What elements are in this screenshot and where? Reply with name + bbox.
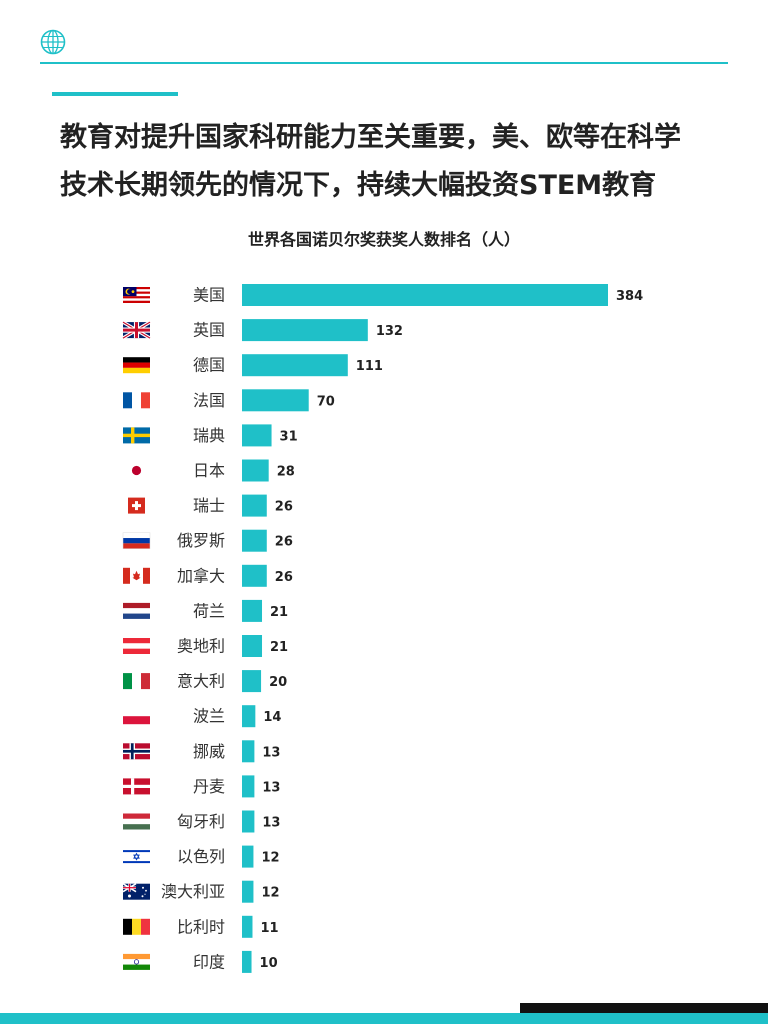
- value-label: 13: [262, 780, 280, 795]
- category-label: 比利时: [177, 917, 225, 936]
- austria-flag-icon: [123, 638, 150, 654]
- value-label: 384: [616, 289, 643, 304]
- value-label: 21: [270, 605, 288, 620]
- header-divider: [40, 62, 728, 64]
- value-label: 13: [262, 816, 280, 831]
- value-label: 70: [317, 394, 335, 409]
- poland-flag-icon: [123, 708, 150, 725]
- value-label: 26: [275, 570, 293, 585]
- value-label: 13: [262, 745, 280, 760]
- category-label: 加拿大: [177, 566, 225, 585]
- france-flag-icon: [123, 392, 150, 409]
- bar: [242, 459, 269, 482]
- bar: [242, 599, 263, 622]
- bar: [242, 564, 267, 587]
- value-label: 28: [277, 465, 295, 480]
- globe-icon: [40, 29, 66, 55]
- israel-flag-icon: [123, 848, 150, 865]
- bar: [242, 354, 348, 377]
- switzerland-flag-icon: [128, 497, 145, 514]
- chart-title: 世界各国诺贝尔奖获奖人数排名（人）: [247, 230, 520, 249]
- belgium-flag-icon: [123, 918, 150, 935]
- nobel-ranking-bar-chart: 美国 384 英国 132 德国 111 法国 70 瑞典 31 日本 28 瑞士 26 俄罗斯 26 加拿大 2…: [122, 284, 643, 973]
- value-label: 20: [269, 675, 287, 690]
- category-label: 法国: [193, 391, 225, 410]
- bar: [242, 810, 255, 833]
- bar: [242, 319, 368, 342]
- netherlands-flag-icon: [123, 602, 150, 619]
- bar: [242, 740, 255, 763]
- value-label: 12: [261, 851, 279, 866]
- value-label: 14: [263, 710, 281, 725]
- value-label: 132: [376, 324, 403, 339]
- category-label: 日本: [193, 461, 225, 480]
- category-label: 以色列: [177, 847, 225, 866]
- category-label: 荷兰: [193, 601, 225, 620]
- italy-flag-icon: [123, 673, 150, 690]
- category-label: 德国: [193, 356, 225, 375]
- category-label: 挪威: [193, 742, 225, 761]
- value-label: 11: [260, 921, 278, 936]
- russia-flag-icon: [122, 532, 151, 549]
- india-flag-icon: [123, 953, 150, 970]
- bar: [242, 880, 254, 903]
- sweden-flag-icon: [123, 427, 150, 444]
- page-headline: 教育对提升国家科研能力至关重要，美、欧等在科学 技术长期领先的情况下，持续大幅投…: [60, 114, 750, 210]
- australia-flag-icon: [122, 883, 150, 900]
- norway-flag-icon: [123, 743, 150, 760]
- headline-line-1: 教育对提升国家科研能力至关重要，美、欧等在科学: [60, 122, 681, 153]
- value-label: 12: [261, 886, 279, 901]
- category-label: 英国: [193, 321, 225, 340]
- bar: [242, 635, 263, 657]
- category-label: 奥地利: [177, 637, 225, 656]
- value-label: 10: [260, 956, 278, 971]
- value-label: 111: [356, 359, 383, 374]
- bar: [242, 494, 267, 517]
- title-accent-bar: [52, 92, 178, 96]
- bar: [242, 284, 608, 306]
- value-label: 31: [280, 429, 298, 444]
- footer-accent-bar: [0, 1013, 768, 1024]
- bar: [242, 670, 262, 693]
- category-label: 俄罗斯: [177, 531, 225, 550]
- canada-flag-icon: [123, 567, 150, 584]
- uk-flag-icon: [122, 320, 151, 340]
- category-label: 澳大利亚: [161, 882, 225, 901]
- category-label: 波兰: [193, 707, 225, 726]
- category-label: 印度: [193, 952, 225, 971]
- value-label: 26: [275, 500, 293, 515]
- category-label: 意大利: [177, 672, 225, 691]
- bar: [242, 529, 267, 552]
- category-label: 丹麦: [193, 777, 225, 796]
- bar: [242, 424, 272, 447]
- japan-flag-icon: [123, 462, 150, 479]
- hungary-flag-icon: [123, 813, 150, 830]
- bar: [242, 705, 256, 728]
- category-label: 瑞士: [193, 496, 225, 515]
- denmark-flag-icon: [123, 778, 150, 795]
- bar: [242, 775, 255, 798]
- headline-line-2: 技术长期领先的情况下，持续大幅投资STEM教育: [60, 170, 657, 201]
- value-label: 21: [270, 640, 288, 655]
- category-label: 瑞典: [193, 426, 225, 445]
- value-label: 26: [275, 535, 293, 550]
- malaysia-flag-icon: [123, 287, 150, 303]
- germany-flag-icon: [123, 357, 150, 374]
- category-label: 美国: [193, 286, 225, 305]
- footer-dark-bar: [520, 1003, 768, 1013]
- bar: [242, 845, 254, 868]
- bar: [242, 915, 253, 938]
- bar: [242, 950, 252, 973]
- category-label: 匈牙利: [177, 812, 225, 831]
- bar: [242, 389, 309, 412]
